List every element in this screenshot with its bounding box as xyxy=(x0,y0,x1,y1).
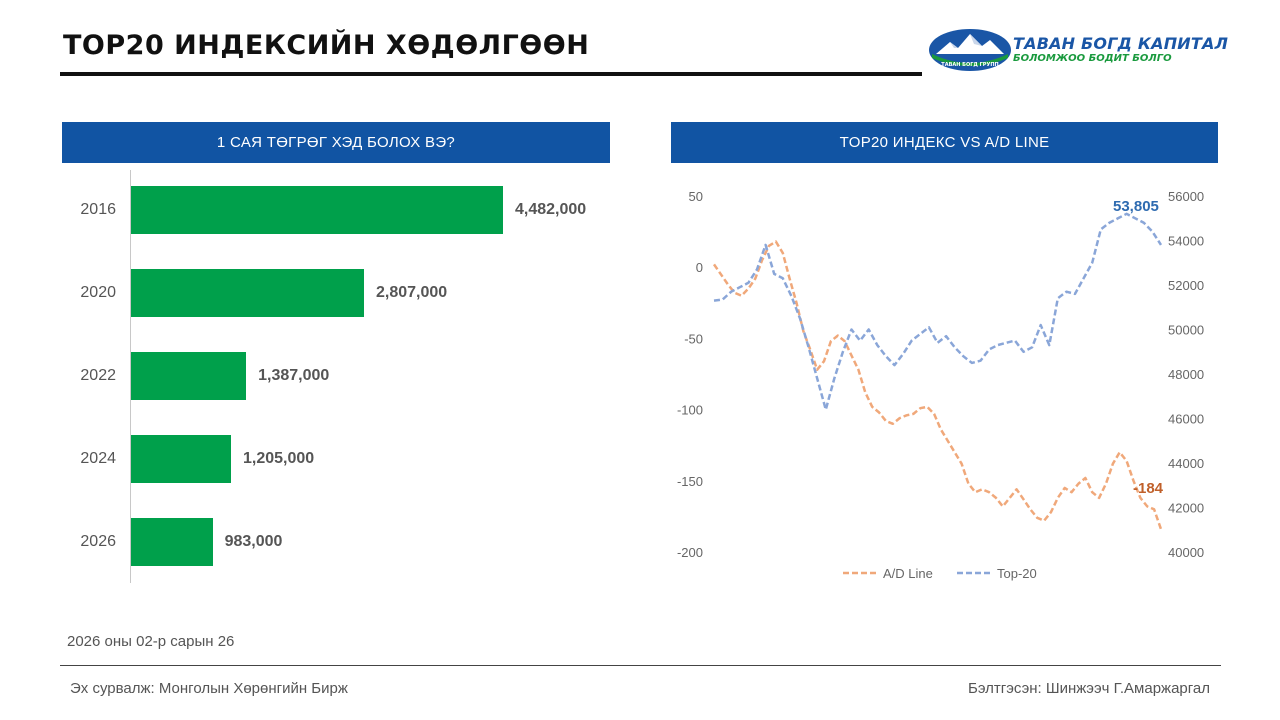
right-axis-tick: 44000 xyxy=(1168,456,1204,471)
bar-axis-line xyxy=(130,170,131,583)
mountain-logo-icon: ТАВАН БОГД ГРУПП xyxy=(929,29,1011,71)
bar-category-label: 2020 xyxy=(80,284,116,301)
right-axis-tick: 48000 xyxy=(1168,367,1204,382)
logo-badge-text: ТАВАН БОГД ГРУПП xyxy=(941,62,998,68)
logo-main-text: ТАВАН БОГД КАПИТАЛ xyxy=(1013,34,1229,53)
company-logo: ТАВАН БОГД ГРУПП ТАВАН БОГД КАПИТАЛ БОЛО… xyxy=(928,28,1228,72)
page-title: TOP20 ИНДЕКСИЙН ХӨДӨЛГӨӨН xyxy=(63,30,590,61)
bar-value-label: 2,807,000 xyxy=(375,284,448,301)
title-underline xyxy=(60,72,922,76)
footer-divider xyxy=(60,665,1221,666)
bar-category-label: 2024 xyxy=(80,450,116,467)
series-line-a-d-line xyxy=(712,240,1163,530)
line-chart-header: TOP20 ИНДЕКС VS A/D LINE xyxy=(671,122,1218,163)
bar-value-label: 1,387,000 xyxy=(258,367,330,384)
left-axis-tick: -50 xyxy=(684,331,703,346)
footer-source: Эх сурвалж: Монголын Хөрөнгийн Бирж xyxy=(70,680,348,697)
bar-value-label: 4,482,000 xyxy=(515,201,587,218)
bar-2026 xyxy=(131,518,213,566)
right-axis-tick: 56000 xyxy=(1168,189,1204,204)
bar-2020 xyxy=(131,269,364,317)
bar-value-label: 983,000 xyxy=(224,533,283,550)
series-end-label: 53,805 xyxy=(1113,198,1159,215)
bar-2024 xyxy=(131,435,231,483)
right-axis-tick: 46000 xyxy=(1168,412,1204,427)
legend-label: A/D Line xyxy=(883,566,933,581)
left-axis-tick: 0 xyxy=(696,260,703,275)
left-axis-tick: -100 xyxy=(677,403,703,418)
report-date: 2026 оны 02-р сарын 26 xyxy=(67,633,235,650)
right-axis-tick: 40000 xyxy=(1168,545,1204,560)
right-axis-tick: 42000 xyxy=(1168,501,1204,516)
bar-category-label: 2026 xyxy=(80,533,116,550)
right-axis-tick: 50000 xyxy=(1168,323,1204,338)
left-axis-tick: -150 xyxy=(677,474,703,489)
left-axis-tick: -200 xyxy=(677,545,703,560)
line-chart: 50 0 -50 -100 -150 -200 56000 54000 52000 50000 48… xyxy=(677,189,1204,581)
bar-category-label: 2022 xyxy=(80,367,116,384)
legend-label: Top-20 xyxy=(997,566,1037,581)
right-axis-tick: 52000 xyxy=(1168,278,1204,293)
footer-author: Бэлтгэсэн: Шинжээч Г.Амаржаргал xyxy=(967,680,1210,697)
series-end-label: -184 xyxy=(1133,480,1164,497)
series-line-top-20 xyxy=(713,212,1163,411)
bar-2016 xyxy=(131,186,503,234)
bar-category-label: 2016 xyxy=(80,201,116,218)
logo-tagline: БОЛОМЖОО БОДИТ БОЛГО xyxy=(1013,53,1172,64)
bar-value-label: 1,205,000 xyxy=(243,450,315,467)
bar-2022 xyxy=(131,352,247,400)
bar-chart-header: 1 САЯ ТӨГРӨГ ХЭД БОЛОХ ВЭ? xyxy=(62,122,610,163)
left-axis-tick: 50 xyxy=(689,189,703,204)
right-axis-tick: 54000 xyxy=(1168,234,1204,249)
